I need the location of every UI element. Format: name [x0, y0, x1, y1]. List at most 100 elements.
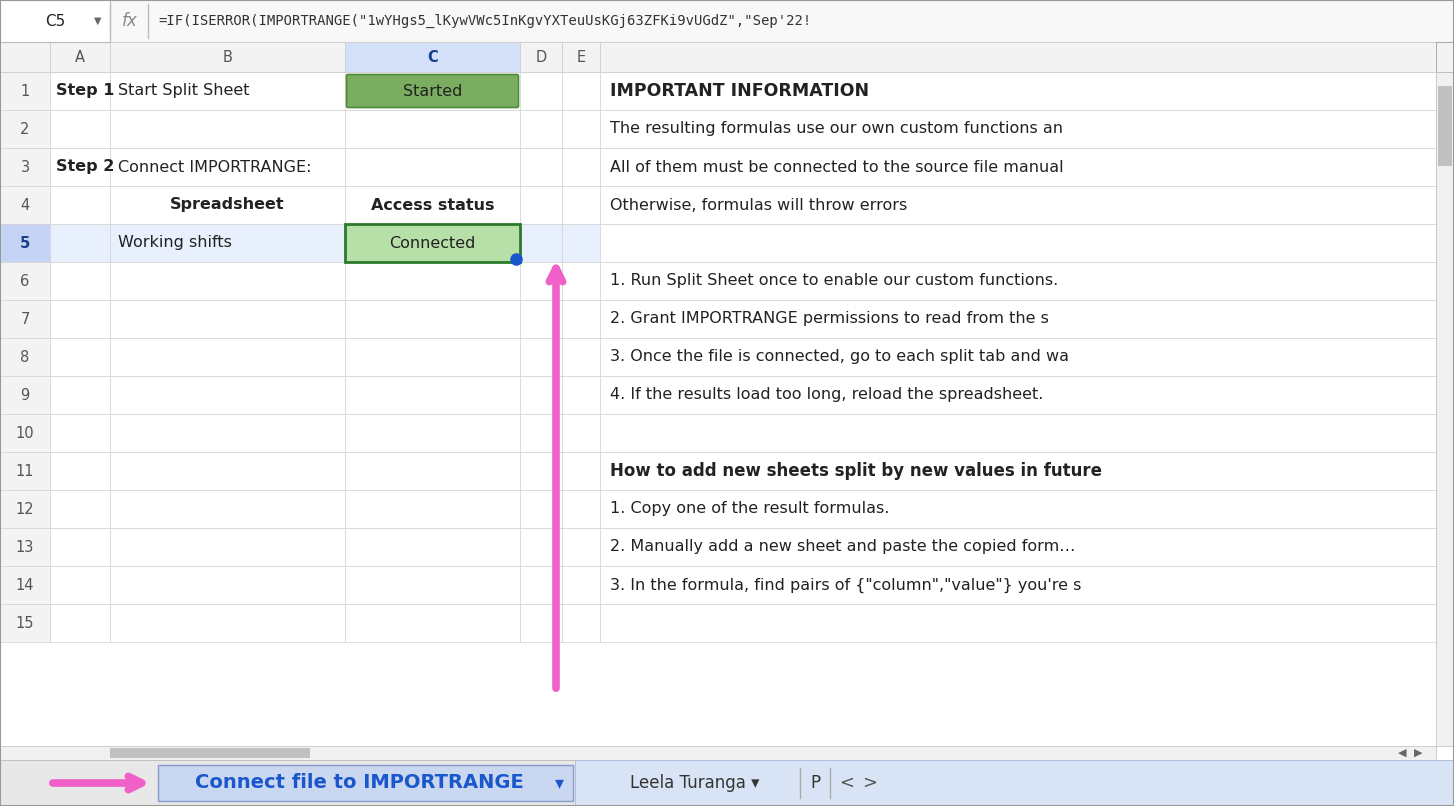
Bar [563, 42, 601, 72]
Bar [111, 262, 345, 300]
Bar [521, 72, 563, 110]
Text: ▶: ▶ [1413, 748, 1422, 758]
Bar [0, 186, 49, 224]
Text: 5: 5 [20, 235, 31, 251]
Bar [0, 42, 49, 72]
Bar [563, 72, 601, 110]
Text: 4. If the results load too long, reload the spreadsheet.: 4. If the results load too long, reload … [611, 388, 1044, 402]
Text: Working shifts: Working shifts [118, 235, 231, 251]
Bar [521, 490, 563, 528]
Bar [521, 110, 563, 148]
Text: 1. Copy one of the result formulas.: 1. Copy one of the result formulas. [611, 501, 890, 517]
Text: E: E [576, 49, 586, 64]
Text: fx: fx [122, 12, 138, 30]
Bar [111, 528, 345, 566]
Text: P: P [810, 774, 820, 792]
Bar [49, 224, 111, 262]
Bar [0, 452, 49, 490]
Text: ▾: ▾ [554, 774, 564, 792]
Bar [601, 376, 1437, 414]
Bar [0, 490, 49, 528]
Bar [521, 452, 563, 490]
Bar [563, 452, 601, 490]
Bar [49, 148, 111, 186]
Text: 9: 9 [20, 388, 29, 402]
Text: Connect IMPORTRANGE:: Connect IMPORTRANGE: [118, 160, 311, 175]
Bar [601, 72, 1437, 110]
Bar [345, 414, 521, 452]
Bar [601, 338, 1437, 376]
Bar [0, 566, 49, 604]
Bar [601, 566, 1437, 604]
Text: Step 1: Step 1 [57, 84, 115, 98]
Text: C5: C5 [45, 14, 65, 28]
Bar [0, 604, 49, 642]
Bar [0, 0, 111, 42]
Bar [49, 262, 111, 300]
Bar [601, 452, 1437, 490]
Text: 3: 3 [20, 160, 29, 175]
Text: Started: Started [403, 84, 462, 98]
Bar [563, 604, 601, 642]
Text: >: > [862, 774, 878, 792]
Text: <: < [839, 774, 855, 792]
Text: A: A [76, 49, 84, 64]
Bar [601, 186, 1437, 224]
Bar [563, 110, 601, 148]
Bar [601, 42, 1437, 72]
Bar [601, 224, 1437, 262]
Bar [563, 300, 601, 338]
Text: 10: 10 [16, 426, 35, 441]
Bar [521, 566, 563, 604]
Bar [601, 110, 1437, 148]
Bar [345, 186, 521, 224]
Bar [111, 72, 345, 110]
Bar [563, 566, 601, 604]
Bar [563, 490, 601, 528]
Bar [111, 566, 345, 604]
Bar [0, 760, 1454, 806]
Bar [563, 186, 601, 224]
Bar [49, 490, 111, 528]
Bar [601, 300, 1437, 338]
Text: 14: 14 [16, 578, 35, 592]
Bar [0, 0, 1454, 42]
Bar [0, 376, 49, 414]
Bar [345, 604, 521, 642]
Bar [601, 604, 1437, 642]
Bar [49, 566, 111, 604]
Bar [521, 300, 563, 338]
Text: Start Split Sheet: Start Split Sheet [118, 84, 250, 98]
Text: All of them must be connected to the source file manual: All of them must be connected to the sou… [611, 160, 1064, 175]
Bar [521, 42, 563, 72]
Bar [521, 604, 563, 642]
Bar [601, 148, 1437, 186]
Bar [345, 566, 521, 604]
Text: ▼: ▼ [95, 16, 102, 26]
Bar [1437, 42, 1454, 72]
Bar [521, 414, 563, 452]
Bar [521, 224, 563, 262]
Bar [601, 490, 1437, 528]
Bar [111, 300, 345, 338]
Bar [521, 148, 563, 186]
Bar [563, 148, 601, 186]
Bar [1437, 72, 1454, 746]
Bar [563, 262, 601, 300]
Text: 8: 8 [20, 350, 29, 364]
Text: Connected: Connected [390, 235, 475, 251]
Bar [49, 300, 111, 338]
Bar [49, 452, 111, 490]
Bar [111, 148, 345, 186]
Text: 4: 4 [20, 197, 29, 213]
Bar [563, 338, 601, 376]
Text: =IF(ISERROR(IMPORTRANGE("1wYHgs5_lKywVWc5InKgvYXTeuUsKGj63ZFKi9vUGdZ","Sep'22!: =IF(ISERROR(IMPORTRANGE("1wYHgs5_lKywVWc… [158, 14, 811, 28]
Text: 2. Grant IMPORTRANGE permissions to read from the s: 2. Grant IMPORTRANGE permissions to read… [611, 311, 1048, 326]
Bar [345, 224, 521, 262]
Bar [0, 262, 49, 300]
Bar [521, 338, 563, 376]
Bar [563, 528, 601, 566]
Bar [158, 765, 573, 801]
Text: 11: 11 [16, 463, 35, 479]
Bar [345, 42, 521, 72]
